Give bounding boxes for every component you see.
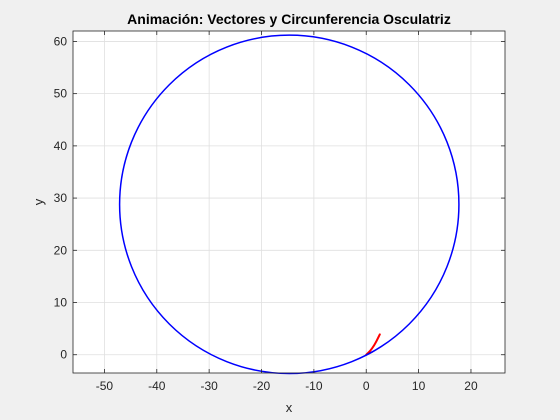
x-tick-label: 20: [464, 379, 478, 393]
series-line-0: [365, 333, 381, 356]
plot-contents: [118, 34, 460, 375]
y-axis-label: y: [31, 198, 46, 205]
x-tick-label: -30: [200, 379, 218, 393]
x-tick-label: -10: [305, 379, 323, 393]
chart-title: Animación: Vectores y Circunferencia Osc…: [127, 11, 451, 27]
y-ticks: 0 10 20 30 40 50 60: [54, 34, 505, 362]
plot-area: [73, 31, 505, 373]
plot-frame: [72, 30, 506, 374]
x-tick-label: 0: [363, 379, 370, 393]
x-tick-label: -40: [148, 379, 166, 393]
grid: [73, 31, 505, 373]
x-tick-label: 10: [412, 379, 426, 393]
y-tick-label: 30: [54, 191, 68, 205]
y-tick-label: 40: [54, 139, 68, 153]
osculating-circle: [118, 34, 460, 375]
y-tick-label: 0: [60, 348, 67, 362]
y-tick-label: 60: [54, 34, 68, 48]
x-tick-label: -50: [96, 379, 114, 393]
y-tick-label: 10: [54, 296, 68, 310]
x-axis-label: x: [286, 400, 293, 415]
x-ticks: -50 -40 -30 -20 -10 0 10 20: [96, 31, 478, 393]
y-tick-label: 20: [54, 243, 68, 257]
x-tick-label: -20: [253, 379, 271, 393]
y-tick-label: 50: [54, 87, 68, 101]
